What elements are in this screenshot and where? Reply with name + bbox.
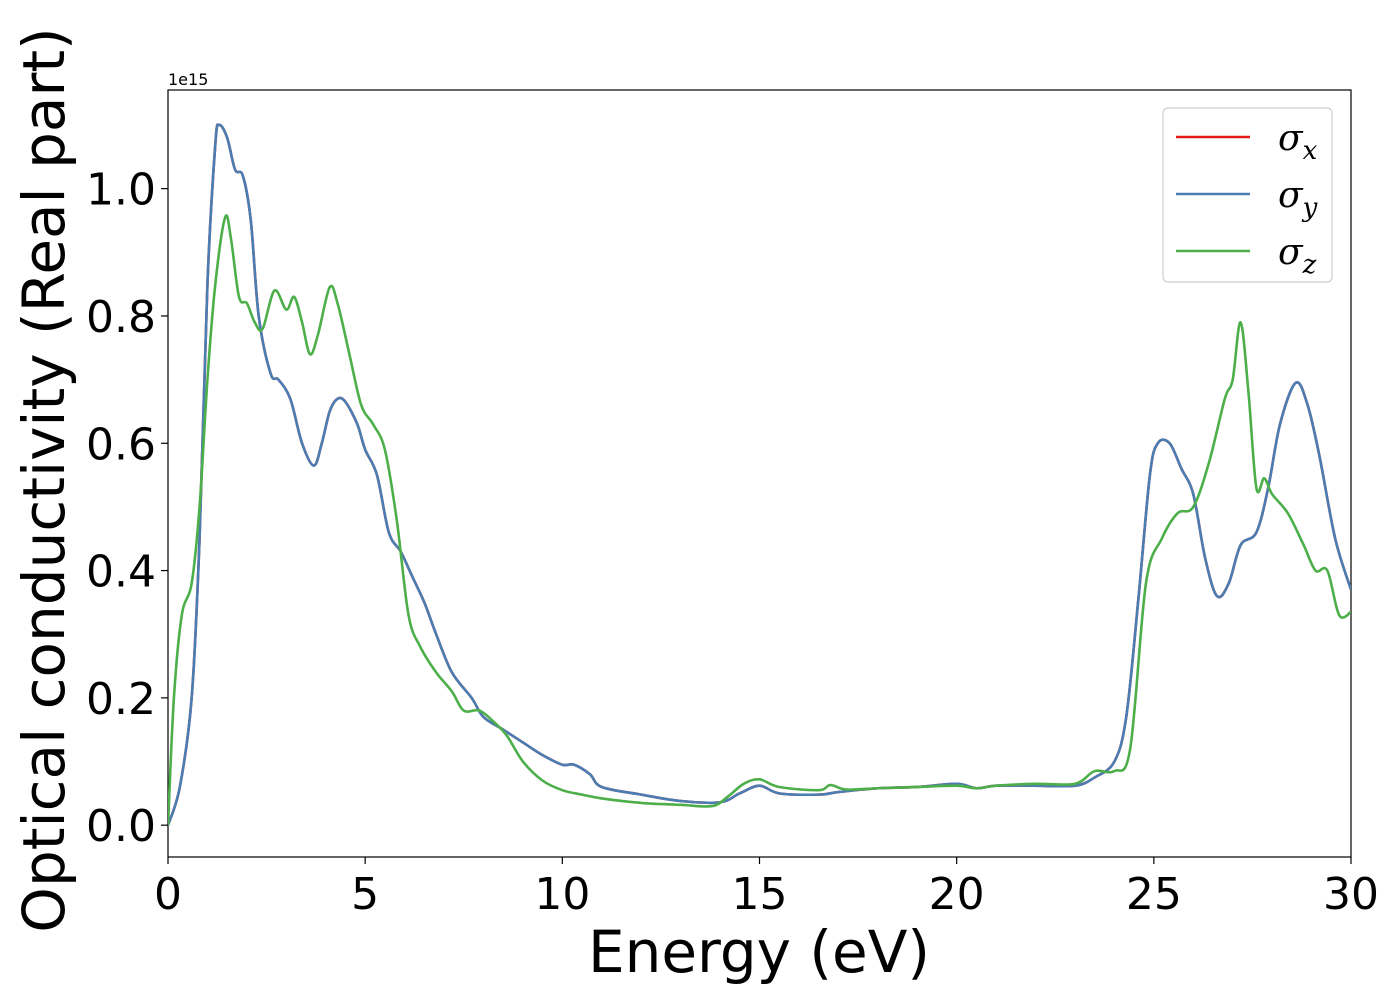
y-tick-label: 0.4 <box>86 547 156 598</box>
x-tick-label: 20 <box>929 869 985 920</box>
x-axis-title: Energy (eV) <box>588 918 930 986</box>
x-tick-label: 30 <box>1323 869 1379 920</box>
legend-label-y: σy <box>1278 175 1318 223</box>
series-line-z <box>168 214 1351 826</box>
y-offset-label: 1e15 <box>168 70 208 89</box>
y-tick-label: 0.2 <box>86 674 156 725</box>
y-tick-label: 0.6 <box>86 419 156 470</box>
x-tick-label: 5 <box>351 869 379 920</box>
legend-entries: σx σy σz <box>1176 118 1318 280</box>
legend-label-z: σz <box>1278 232 1317 280</box>
series-line-y <box>168 123 1351 826</box>
x-tick-label: 15 <box>732 869 788 920</box>
y-tick-label: 0.8 <box>86 292 156 343</box>
x-axis: 0 5 10 15 20 25 30 <box>154 857 1379 920</box>
y-axis: 0.0 0.2 0.4 0.6 0.8 1.0 <box>86 165 168 852</box>
x-tick-label: 10 <box>534 869 590 920</box>
x-tick-label: 0 <box>154 869 182 920</box>
series-layer <box>168 123 1351 826</box>
legend-label-x: σx <box>1278 118 1318 166</box>
y-tick-label: 1.0 <box>86 165 156 216</box>
y-tick-label: 0.0 <box>86 801 156 852</box>
legend: σx σy σz <box>1162 107 1333 283</box>
x-tick-label: 25 <box>1126 869 1182 920</box>
y-axis-title: Optical conductivity (Real part) <box>10 27 78 932</box>
plot-area <box>167 89 1352 858</box>
